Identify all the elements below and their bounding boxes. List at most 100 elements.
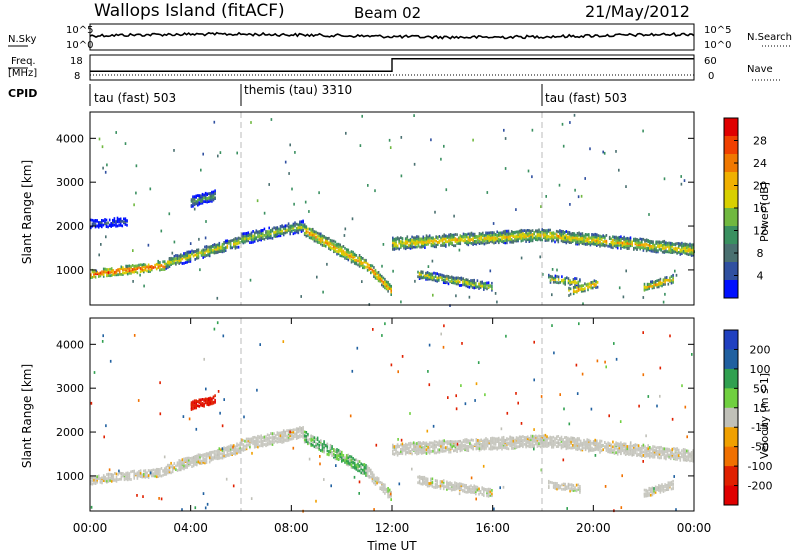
scatter-cell: [461, 235, 463, 238]
scatter-cell: [266, 441, 269, 444]
scatter-cell: [191, 465, 193, 468]
scatter-cell: [607, 445, 609, 449]
scatter-cell: [192, 405, 194, 408]
scatter-cell: [350, 260, 353, 264]
scatter-cell: [512, 239, 515, 243]
scatter-cell: [653, 243, 656, 247]
scatter-cell: [94, 482, 97, 485]
scatter-cell: [608, 448, 611, 451]
scatter-cell: [228, 449, 230, 452]
scatter-cell: [649, 248, 651, 252]
scatter-cell: [253, 442, 256, 445]
noise-cell: [584, 177, 586, 180]
beam-label: Beam 02: [354, 4, 421, 22]
scatter-cell: [479, 286, 482, 289]
scatter-cell: [312, 435, 314, 439]
scatter-cell: [607, 244, 609, 248]
scatter-cell: [233, 242, 235, 246]
scatter-cell: [543, 234, 545, 238]
scatter-cell: [197, 454, 200, 458]
nsearch-tick-top: 10^5: [704, 25, 731, 36]
scatter-cell: [91, 479, 94, 483]
scatter-cell: [465, 233, 468, 237]
scatter-cell: [567, 281, 570, 285]
scatter-cell: [639, 237, 641, 241]
scatter-cell: [596, 446, 598, 450]
power-ylabel: Slant Range [km]: [20, 160, 34, 264]
scatter-cell: [460, 488, 463, 491]
scatter-cell: [193, 203, 196, 207]
scatter-cell: [381, 274, 383, 278]
scatter-cell: [427, 443, 429, 446]
noise-cell: [561, 122, 564, 126]
scatter-cell: [357, 465, 359, 469]
scatter-cell: [548, 273, 550, 277]
scatter-cell: [432, 446, 434, 450]
scatter-cell: [344, 253, 346, 256]
scatter-cell: [396, 244, 399, 248]
scatter-cell: [624, 448, 627, 452]
scatter-cell: [382, 486, 385, 490]
scatter-cell: [573, 238, 576, 242]
scatter-cell: [651, 280, 654, 283]
scatter-cell: [178, 461, 180, 465]
scatter-cell: [535, 442, 537, 445]
scatter-cell: [377, 277, 380, 280]
scatter-cell: [398, 247, 400, 251]
scatter-cell: [433, 451, 436, 455]
scatter-cell: [171, 469, 174, 473]
scatter-cell: [368, 266, 370, 270]
scatter-cell: [104, 478, 107, 481]
scatter-cell: [212, 248, 214, 252]
scatter-cell: [518, 444, 521, 447]
scatter-cell: [360, 465, 362, 469]
scatter-cell: [425, 477, 427, 480]
scatter-cell: [674, 250, 677, 254]
scatter-cell: [247, 443, 250, 447]
scatter-cell: [408, 451, 410, 455]
scatter-cell: [321, 448, 324, 451]
scatter-cell: [645, 249, 648, 253]
scatter-cell: [200, 454, 203, 457]
scatter-cell: [662, 278, 665, 282]
scatter-cell: [482, 241, 484, 245]
scatter-cell: [412, 446, 415, 450]
noise-cell: [374, 189, 376, 193]
scatter-cell: [647, 247, 649, 250]
scatter-cell: [201, 195, 204, 199]
scatter-cell: [210, 455, 213, 459]
scatter-cell: [274, 434, 277, 437]
scatter-cell: [198, 197, 201, 201]
noise-cell: [530, 235, 532, 239]
scatter-cell: [565, 234, 568, 238]
scatter-cell: [244, 444, 246, 448]
scatter-cell: [536, 229, 539, 233]
scatter-cell: [214, 398, 216, 402]
scatter-cell: [379, 273, 381, 277]
scatter-cell: [113, 217, 116, 220]
scatter-cell: [387, 493, 389, 496]
scatter-cell: [673, 447, 675, 450]
scatter-cell: [271, 229, 274, 233]
scatter-cell: [490, 236, 492, 240]
scatter-cell: [597, 442, 600, 446]
scatter-cell: [102, 267, 105, 271]
scatter-cell: [562, 445, 564, 449]
scatter-cell: [686, 458, 688, 461]
scatter-cell: [387, 284, 389, 288]
scatter-cell: [633, 237, 635, 241]
scatter-cell: [679, 248, 682, 252]
scatter-cell: [689, 242, 691, 246]
scatter-cell: [458, 277, 461, 280]
scatter-cell: [224, 241, 227, 244]
scatter-cell: [645, 287, 647, 291]
scatter-cell: [668, 247, 670, 251]
scatter-cell: [574, 290, 577, 294]
scatter-cell: [560, 239, 563, 243]
scatter-cell: [197, 251, 200, 255]
scatter-cell: [347, 461, 350, 465]
scatter-cell: [455, 280, 458, 284]
scatter-cell: [94, 272, 97, 276]
scatter-cell: [355, 458, 358, 462]
scatter-cell: [214, 191, 216, 195]
